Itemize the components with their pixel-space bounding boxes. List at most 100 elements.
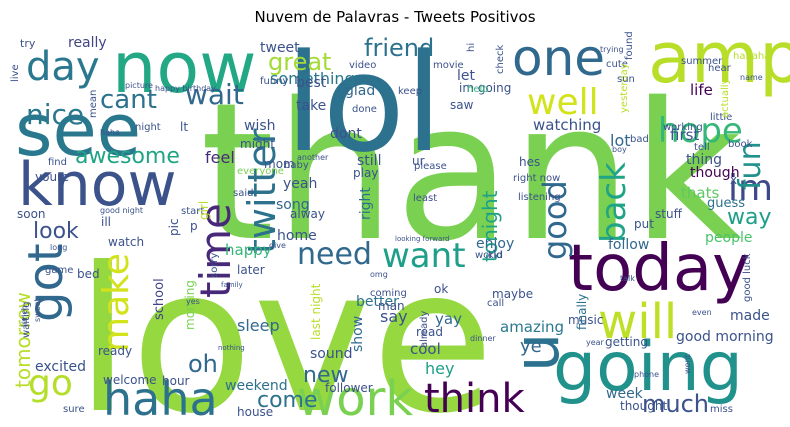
word-awesome: awesome xyxy=(75,144,180,169)
word-say: say xyxy=(380,307,408,326)
word-bad: bad xyxy=(630,134,649,145)
word-amp: amp xyxy=(648,17,790,99)
word-song: song xyxy=(276,197,310,213)
word-house: house xyxy=(237,405,273,419)
word-friend: friend xyxy=(364,34,434,62)
word-waiting: waiting xyxy=(21,302,32,338)
word-day: day xyxy=(26,44,100,90)
word-hey: hey xyxy=(425,359,454,378)
word-coming: coming xyxy=(370,288,407,299)
word-sure: sure xyxy=(63,404,85,415)
word-tonight: tonight xyxy=(478,190,502,262)
word-phone: phone xyxy=(634,370,659,379)
word-work: work xyxy=(297,371,413,427)
chart-title: Nuvem de Palavras - Tweets Positivos xyxy=(254,8,536,26)
word-pic: pic xyxy=(167,218,181,236)
word-sun: sun xyxy=(617,74,635,85)
word-yesterday: yesterday xyxy=(619,63,630,113)
word-time: time xyxy=(191,203,240,298)
word-though: though xyxy=(690,165,740,181)
word-tell: tell xyxy=(694,142,710,153)
word-movie: movie xyxy=(433,60,464,71)
word-good-morning: good morning xyxy=(676,329,774,345)
word-even: even xyxy=(692,308,712,317)
word-still: still xyxy=(357,153,381,169)
word-cool: cool xyxy=(410,340,441,358)
word-put: put xyxy=(634,217,654,231)
word-go: go xyxy=(28,363,73,404)
word-hour: hour xyxy=(162,374,190,388)
word-much: much xyxy=(642,390,709,418)
word-yay: yay xyxy=(435,310,462,328)
word-summer: summer xyxy=(681,56,723,67)
word-want: want xyxy=(382,236,466,276)
word-school: school xyxy=(152,278,167,320)
word-im-going: im going xyxy=(459,81,511,95)
word-welcome: welcome xyxy=(103,373,157,387)
word-nothing: nothing xyxy=(218,344,245,352)
word-soon: soon xyxy=(17,207,46,221)
word-done: done xyxy=(352,104,377,115)
word-got: got xyxy=(18,243,74,322)
word-today: today xyxy=(568,232,750,306)
word-lt: lt xyxy=(180,120,188,134)
word-something: something xyxy=(270,69,355,88)
word-looking-forward: looking forward xyxy=(395,235,449,243)
word-read: read xyxy=(416,325,443,339)
word-back: back xyxy=(594,162,634,243)
word-x: x xyxy=(730,173,737,187)
word-night: night xyxy=(135,122,161,133)
word-ur: ur xyxy=(412,154,425,168)
word-boy: boy xyxy=(612,145,627,154)
word-working: working xyxy=(663,122,703,133)
word-excited: excited xyxy=(35,359,86,375)
word-help: help xyxy=(467,84,489,95)
word-glad: glad xyxy=(345,83,375,99)
word-year: year xyxy=(586,338,605,347)
word-cute: cute xyxy=(606,59,628,70)
word-follow: follow xyxy=(608,237,649,253)
word-omg: omg xyxy=(370,270,388,279)
word-fun: fun xyxy=(733,141,768,190)
word-show: show xyxy=(350,316,366,352)
word-feel: feel xyxy=(205,148,235,167)
word-take: take xyxy=(296,98,326,114)
word-another: another xyxy=(297,153,329,162)
word-sleep: sleep xyxy=(237,316,280,335)
word-girl: girl xyxy=(197,201,211,220)
word-twitter: twitter xyxy=(240,128,284,254)
word-picture: picture xyxy=(125,81,153,90)
word-going: going xyxy=(553,328,743,407)
word-ill: ill xyxy=(101,215,111,229)
word-found: found xyxy=(624,31,635,60)
word-man: man xyxy=(378,299,405,313)
word-thought: thought xyxy=(620,399,667,413)
word-world: world xyxy=(475,250,503,261)
word-one: one xyxy=(512,29,605,87)
word-book: book xyxy=(728,139,753,150)
word-name: name xyxy=(740,73,763,82)
word-watch: watch xyxy=(108,235,144,249)
word-look: look xyxy=(33,219,79,244)
word-lol: lol xyxy=(285,25,443,182)
word-come: come xyxy=(257,388,318,413)
word-watching: watching xyxy=(533,116,601,134)
word-funny: funny xyxy=(260,76,289,87)
word-sorry: sorry xyxy=(209,253,220,278)
word-oh: oh xyxy=(188,350,218,378)
word-give: give xyxy=(269,241,286,250)
word-bed: bed xyxy=(77,267,100,281)
word-game: game xyxy=(45,265,73,276)
word-yeah: yeah xyxy=(283,176,317,192)
word-lunch: lunch xyxy=(20,305,29,327)
word-home: home xyxy=(277,228,317,244)
word-maybe: maybe xyxy=(492,287,533,301)
word-mom: mom xyxy=(264,157,295,171)
word-im: im xyxy=(728,168,773,209)
word-video: video xyxy=(349,60,376,71)
word-try: try xyxy=(20,37,36,50)
word-morning: morning xyxy=(183,280,197,330)
word-first: first xyxy=(670,126,699,144)
word-ok: ok xyxy=(434,282,448,296)
